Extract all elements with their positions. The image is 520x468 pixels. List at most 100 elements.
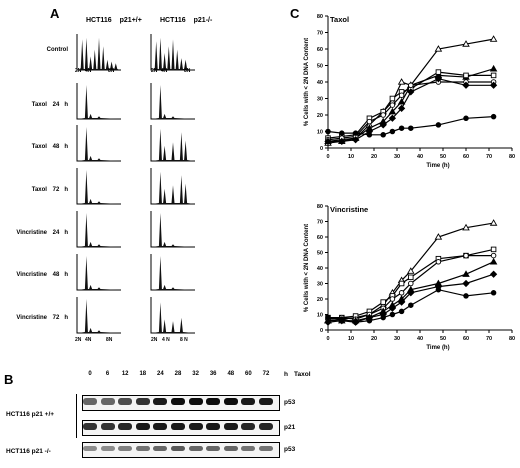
blot-band [100,398,115,405]
blot-band-label-p53-wt: p53 [284,399,296,406]
control-tick-left-2n: 2N [75,68,82,74]
data-point [462,279,470,288]
dna-histogram [76,34,121,71]
data-point [388,304,397,312]
x-tick-label: 60 [463,154,469,160]
chart-title: Vincristine [330,205,368,214]
x-tick-label: 20 [371,154,377,160]
x-tick-label: 10 [348,336,354,342]
data-point [324,137,332,146]
data-point [435,259,442,265]
data-point [407,267,415,274]
data-point [408,280,414,287]
blot-band [171,398,185,405]
data-point [380,299,386,305]
data-point [398,290,405,296]
control-tick-left-8n: 8N [108,68,115,74]
row-unit: h [64,272,68,278]
row-unit: h [64,144,68,150]
y-tick-label: 40 [317,266,323,272]
x-tick-label: 0 [326,154,329,160]
data-point [407,289,415,297]
x-tick-label: 10 [348,154,354,160]
data-point [379,121,387,129]
data-point [489,35,498,42]
dna-histogram [76,125,121,162]
row-unit: h [64,102,68,108]
data-point [380,112,386,118]
histogram-row-label: Taxol 48 h [2,144,68,150]
y-tick-label: 30 [317,282,323,288]
y-tick-label: 70 [317,220,323,226]
blot-band [171,423,185,430]
dna-histogram [76,168,121,205]
data-point [462,40,470,47]
vincristine-line-chart: 0 10 20 30 40 50 60 70 80 0 10 20 30 40 50 60 70 80 Vincri… [304,204,515,351]
data-point [408,82,414,89]
panel-c-letter: C [290,6,300,21]
blot-band [118,398,133,405]
data-point [397,97,406,105]
panel-a-letter: A [50,6,60,21]
y-tick-label: 50 [317,64,323,70]
blot-band [188,398,203,405]
data-point [490,72,497,79]
data-point [463,72,469,79]
data-point [352,130,359,136]
dna-histogram [150,297,195,334]
control-tick-right-8n: 8N [184,68,191,74]
x-tick-label: 20 [371,336,377,342]
data-point [434,233,443,240]
dna-histogram [76,83,121,120]
x-tick-label: 70 [486,154,492,160]
data-point [398,125,405,131]
control-tick-right-2n: 2N [151,68,158,74]
row-unit: h [64,230,68,236]
x-axis-label: Time (h) [426,163,449,169]
data-point [366,118,373,125]
blot-band [206,398,221,405]
blot-band [241,446,256,451]
y-tick-label: 60 [317,47,323,53]
blot-line1-label: HCT116 p21 +/+ [6,411,55,418]
data-point [490,252,497,259]
x-tick-label: 80 [509,154,515,160]
y-tick-label: 40 [317,80,323,86]
data-point [489,81,498,89]
y-tick-label: 80 [317,204,323,210]
col-header-right-genotype: p21-/- [193,17,213,24]
blot-lane-label: 0 [88,371,92,377]
row-drug: Taxol [31,187,47,193]
bottom-tick-right-2n: 2N [151,337,158,343]
data-point [325,128,331,135]
dna-histogram [150,125,195,162]
y-tick-label: 10 [317,130,323,136]
blot-lane-label: 28 [174,371,182,377]
row-drug: Vincristine [16,272,47,278]
dna-histogram [150,254,195,291]
data-point [408,125,414,131]
data-point [380,132,386,138]
data-point [325,314,331,321]
x-tick-label: 60 [463,336,469,342]
x-tick-label: 50 [440,154,446,160]
row-time: 48 [50,272,60,278]
data-point [489,270,498,278]
dna-histogram [150,211,195,248]
blot-band [223,423,238,430]
blot-lane-label: 24 [157,371,164,377]
chart-title: Taxol [330,15,349,24]
dna-histogram [76,254,121,291]
col-header-right: HCT116 p21-/- [160,17,212,24]
x-tick-label: 30 [394,154,400,160]
blot-band [171,446,185,451]
data-point [389,296,396,302]
x-tick-label: 0 [326,336,329,342]
data-point [490,246,497,253]
blot-band [83,398,97,405]
blot-drug-label: Taxol [294,371,311,378]
blot-lane-label: 6 [105,371,110,377]
data-point [434,75,443,83]
bottom-tick-left-4n: 4N [85,337,92,343]
data-point [366,132,373,138]
